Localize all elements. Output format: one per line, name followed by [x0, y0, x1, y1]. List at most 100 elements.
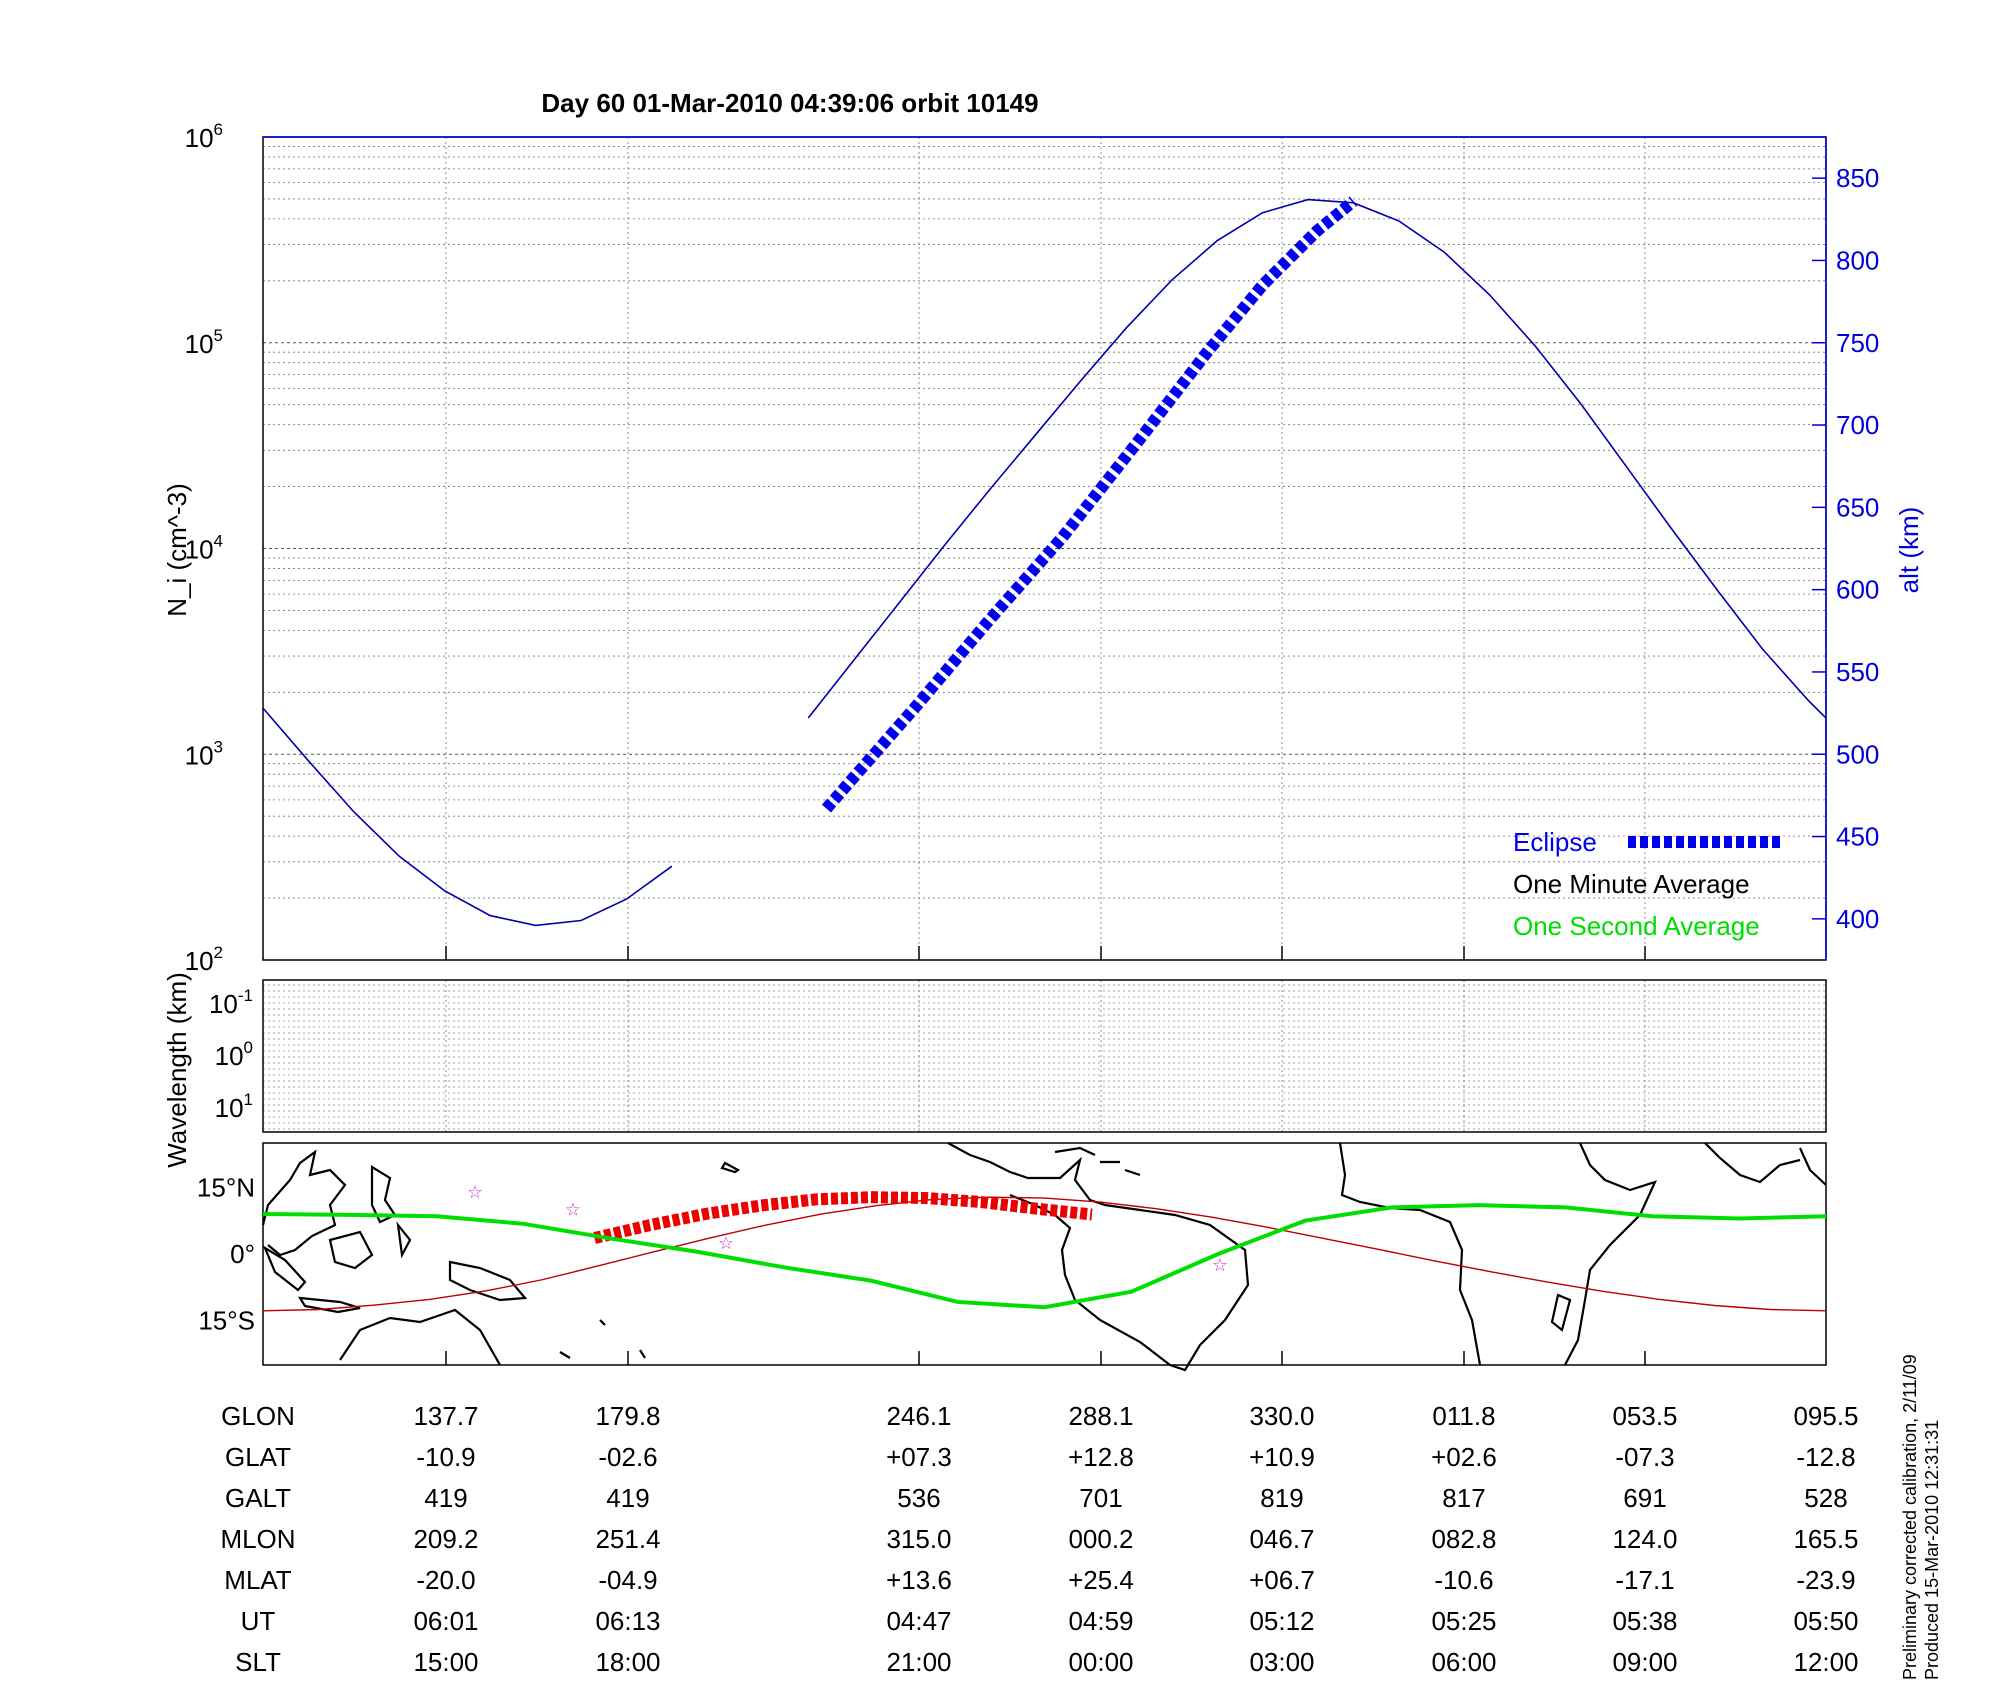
coastline-sumatra [262, 1245, 307, 1292]
altitude-tick-label: 800 [1836, 245, 1879, 275]
density-y-tick-label: 102 [185, 943, 223, 976]
table-cell: 082.8 [1431, 1524, 1496, 1554]
density-y-tick-label: 106 [185, 120, 223, 153]
density-y-tick-label: 105 [185, 326, 223, 359]
coastline-philippines [370, 1165, 412, 1259]
coastline-caribbean [1054, 1146, 1141, 1177]
table-cell: -20.0 [416, 1565, 475, 1595]
altitude-tick-label: 550 [1836, 657, 1879, 687]
table-cell: 00:00 [1068, 1647, 1133, 1677]
map-star-marker: ☆ [1212, 1255, 1228, 1276]
wavelength-y-ticks: 10-1 100 101 [209, 986, 253, 1123]
table-cell: -23.9 [1796, 1565, 1855, 1595]
coastline-africa [1338, 1142, 1482, 1366]
altitude-tick-label: 750 [1836, 328, 1879, 358]
altitude-line [262, 707, 673, 927]
table-cell: 09:00 [1612, 1647, 1677, 1677]
table-cell: 691 [1623, 1483, 1666, 1513]
table-cell: +06.7 [1249, 1565, 1315, 1595]
map-star-marker: ☆ [565, 1200, 581, 1221]
wavelength-panel-frame [262, 979, 1827, 1133]
table-cell: 330.0 [1249, 1401, 1314, 1431]
table-cell: -17.1 [1615, 1565, 1674, 1595]
map-y-tick-label: 15°N [197, 1172, 255, 1202]
wavelength-grid [263, 980, 1826, 1132]
coastline-africa-east [1564, 1142, 1658, 1366]
table-cell: 05:25 [1431, 1606, 1496, 1636]
altitude-y-axis-label: alt (km) [1894, 507, 1924, 594]
table-cell: -10.9 [416, 1442, 475, 1472]
map-panel-frame [262, 1142, 1827, 1366]
table-cell: +10.9 [1249, 1442, 1315, 1472]
map-grid [445, 1351, 1646, 1365]
table-cell: 011.8 [1432, 1401, 1495, 1431]
footnote-line-1: Preliminary corrected calibration, 2/11/… [1900, 1354, 1920, 1680]
table-cell: -02.6 [598, 1442, 657, 1472]
table-cell: 419 [424, 1483, 467, 1513]
map-coastlines [261, 1142, 1827, 1372]
wavelength-y-tick-label: 100 [215, 1038, 253, 1071]
table-cell: -10.6 [1434, 1565, 1493, 1595]
table-row-label: GALT [225, 1483, 291, 1513]
map-y-tick-label: 15°S [198, 1306, 255, 1336]
table-cell: 05:12 [1249, 1606, 1314, 1636]
legend: Eclipse One Minute Average One Second Av… [1513, 827, 1780, 941]
table-cell: 209.2 [413, 1524, 478, 1554]
altitude-tick-label: 650 [1836, 492, 1879, 522]
table-cell: 288.1 [1068, 1401, 1133, 1431]
table-cell: 04:47 [886, 1606, 951, 1636]
map-star-marker: ☆ [467, 1182, 483, 1203]
table-row-label: SLT [235, 1647, 281, 1677]
footnote-line-2: Produced 15-Mar-2010 12:31:31 [1922, 1420, 1942, 1680]
wavelength-y-tick-label: 10-1 [209, 986, 253, 1019]
table-cell: +02.6 [1431, 1442, 1497, 1472]
coastline-india [1798, 1147, 1827, 1186]
table-cell: 15:00 [413, 1647, 478, 1677]
table-cell: 817 [1442, 1483, 1485, 1513]
table-cell: 419 [606, 1483, 649, 1513]
density-y-tick-label: 104 [185, 532, 223, 565]
table-cell: -07.3 [1615, 1442, 1674, 1472]
table-cell: 05:38 [1612, 1606, 1677, 1636]
table-row-label: UT [241, 1606, 276, 1636]
legend-one-minute: One Minute Average [1513, 869, 1750, 899]
table-cell: 04:59 [1068, 1606, 1133, 1636]
coastline-madagascar [1550, 1293, 1572, 1332]
density-y-ticks: 102 103 104 105 106 [185, 120, 223, 976]
table-cell: 21:00 [886, 1647, 951, 1677]
altitude-tick-label: 600 [1836, 575, 1879, 605]
wavelength-y-axis-label: Wavelength (km) [162, 972, 192, 1168]
legend-eclipse: Eclipse [1513, 827, 1597, 857]
coastline-borneo [328, 1230, 374, 1270]
altitude-tick-label: 400 [1836, 904, 1879, 934]
table-cell: 06:01 [413, 1606, 478, 1636]
map-star-marker: ☆ [718, 1233, 734, 1254]
table-cell: -04.9 [598, 1565, 657, 1595]
table-cell: 18:00 [595, 1647, 660, 1677]
coastline-java [297, 1296, 361, 1314]
table-row-label: MLON [220, 1524, 295, 1554]
table-row-label: GLON [221, 1401, 295, 1431]
table-cell: 046.7 [1249, 1524, 1314, 1554]
table-cell: 251.4 [595, 1524, 660, 1554]
table-cell: 246.1 [886, 1401, 951, 1431]
coastline-new-guinea [448, 1260, 528, 1302]
table-cell: -12.8 [1796, 1442, 1855, 1472]
legend-one-second: One Second Average [1513, 911, 1760, 941]
altitude-line [807, 198, 1827, 719]
coastline-australia [339, 1308, 501, 1366]
altitude-tick-label: 500 [1836, 739, 1879, 769]
orbit-ground-track [262, 1196, 1827, 1312]
table-cell: 179.8 [595, 1401, 660, 1431]
wavelength-y-tick-label: 101 [215, 1090, 253, 1123]
coastline-islands [559, 1161, 741, 1359]
map-y-tick-label: 0° [230, 1239, 255, 1269]
table-cell: 124.0 [1612, 1524, 1677, 1554]
table-cell: 819 [1260, 1483, 1303, 1513]
table-cell: +13.6 [886, 1565, 952, 1595]
table-cell: 536 [897, 1483, 940, 1513]
table-cell: 701 [1079, 1483, 1122, 1513]
coastline-americas [947, 1142, 1250, 1372]
altitude-tick-label: 450 [1836, 822, 1879, 852]
